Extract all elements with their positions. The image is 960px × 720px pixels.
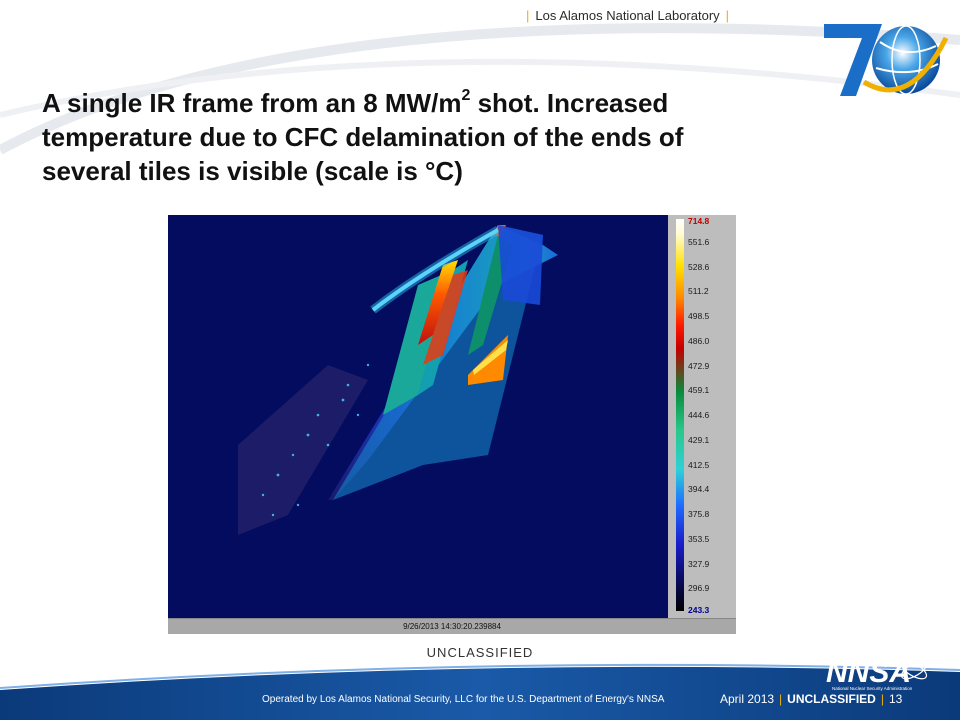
scale-tick: 353.5 (688, 534, 710, 544)
classification-marking: UNCLASSIFIED (426, 645, 534, 660)
header-lab-name: | Los Alamos National Laboratory | (526, 8, 730, 23)
scale-tick: 375.8 (688, 509, 710, 519)
ir-thermal-picture (238, 225, 558, 535)
scale-min-label: 243.3 (688, 605, 710, 615)
scale-tick: 551.6 (688, 237, 710, 247)
scale-tick: 444.6 (688, 410, 710, 420)
footer-date: April 2013 (720, 692, 775, 706)
title-line2: temperature due to CFC delamination of t… (42, 122, 684, 152)
temperature-scale: 714.8 551.6 528.6 511.2 498.5 486.0 472.… (668, 215, 736, 618)
scale-tick: 511.2 (688, 286, 709, 296)
footer-band (0, 663, 960, 720)
title-line1-post: shot. Increased (470, 88, 669, 118)
ir-thermal-field (168, 215, 668, 618)
nnsa-logo: NNSA (826, 656, 928, 689)
temperature-colorbar (676, 219, 684, 611)
ir-timestamp: 9/26/2013 14:30:20.239884 (168, 618, 736, 634)
scale-tick: 459.1 (688, 385, 710, 395)
footer-operated-by: Operated by Los Alamos National Security… (262, 694, 665, 705)
page-number: 13 (888, 692, 903, 706)
scale-tick: 412.5 (688, 460, 710, 470)
footer-meta: April 2013 | UNCLASSIFIED | 13 (720, 692, 903, 706)
scale-tick: 498.5 (688, 311, 710, 321)
title-line1-pre: A single IR frame from an 8 MW/m (42, 88, 462, 118)
nnsa-logo-text: NNSA (826, 656, 911, 689)
scale-tick: 394.4 (688, 484, 710, 494)
scale-max-label: 714.8 (688, 216, 710, 226)
seventy-anniversary-logo (824, 24, 948, 96)
scale-tick: 296.9 (688, 583, 710, 593)
ir-frame-image: 714.8 551.6 528.6 511.2 498.5 486.0 472.… (168, 215, 736, 634)
scale-tick: 327.9 (688, 559, 710, 569)
title-superscript: 2 (461, 87, 471, 105)
scale-tick: 429.1 (688, 435, 710, 445)
footer-classification: UNCLASSIFIED (787, 692, 876, 706)
slide-title: A single IR frame from an 8 MW/m2 shot. … (42, 86, 862, 188)
title-line3: several tiles is visible (scale is °C) (42, 156, 463, 186)
nnsa-full-name: National Nuclear Security Administration (832, 686, 913, 691)
scale-tick: 528.6 (688, 262, 710, 272)
scale-tick: 472.9 (688, 361, 710, 371)
scale-tick: 486.0 (688, 336, 710, 346)
